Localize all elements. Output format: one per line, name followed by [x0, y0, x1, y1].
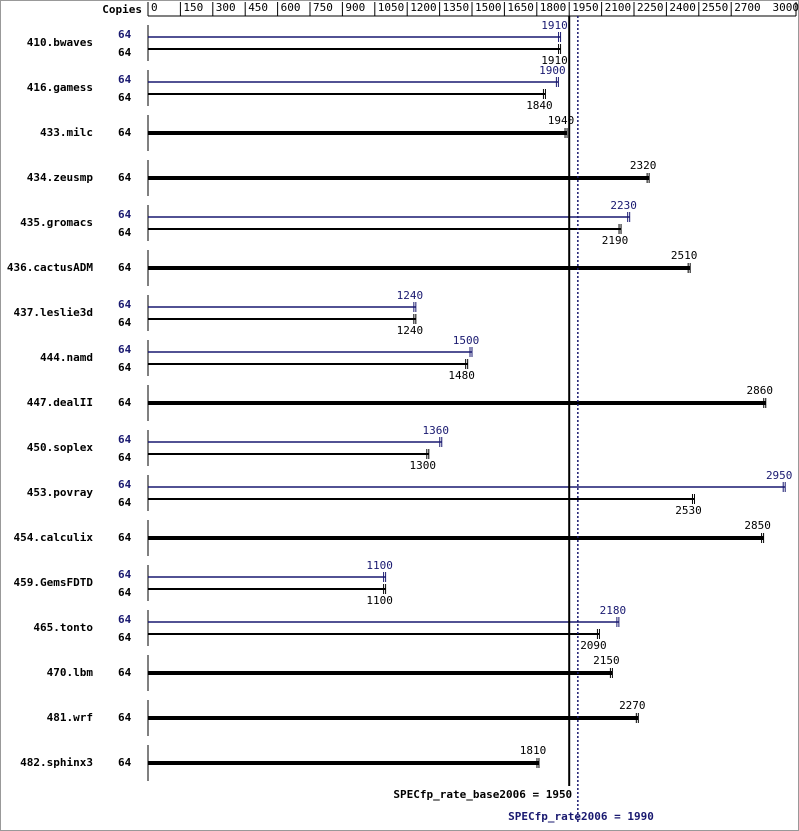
benchmark-name: 459.GemsFDTD — [14, 576, 94, 589]
value-label: 1480 — [448, 369, 475, 382]
value-label: 1910 — [541, 54, 568, 67]
x-tick-label: 750 — [313, 1, 333, 14]
value-label: 2850 — [744, 519, 771, 532]
benchmark-name: 434.zeusmp — [27, 171, 94, 184]
value-label: 1840 — [526, 99, 553, 112]
copies: 64 — [118, 91, 132, 104]
value-label: 2270 — [619, 699, 646, 712]
copies: 64 — [118, 46, 132, 59]
value-label: 1910 — [541, 19, 568, 32]
copies: 64 — [118, 568, 132, 581]
benchmark-name: 481.wrf — [47, 711, 93, 724]
copies: 64 — [118, 208, 132, 221]
copies: 64 — [118, 613, 132, 626]
value-label: 1940 — [548, 114, 575, 127]
x-tick-label: 1350 — [443, 1, 470, 14]
x-tick-label: 2400 — [669, 1, 696, 14]
benchmark-name: 444.namd — [40, 351, 93, 364]
copies: 64 — [118, 496, 132, 509]
copies: 64 — [118, 261, 132, 274]
x-tick-label: 0 — [151, 1, 158, 14]
x-tick-label: 450 — [248, 1, 268, 14]
value-label: 2180 — [600, 604, 627, 617]
value-label: 1100 — [366, 594, 393, 607]
benchmark-name: 416.gamess — [27, 81, 93, 94]
copies: 64 — [118, 126, 132, 139]
value-label: 2190 — [602, 234, 629, 247]
value-label: 2150 — [593, 654, 620, 667]
value-label: 1900 — [539, 64, 566, 77]
value-label: 2090 — [580, 639, 607, 652]
x-tick-label: 2550 — [702, 1, 729, 14]
copies: 64 — [118, 433, 132, 446]
copies-header: Copies — [102, 3, 142, 16]
value-label: 2860 — [747, 384, 774, 397]
copies: 64 — [118, 343, 132, 356]
x-tick-label: 2700 — [734, 1, 761, 14]
benchmark-name: 470.lbm — [47, 666, 94, 679]
value-label: 2950 — [766, 469, 793, 482]
copies: 64 — [118, 756, 132, 769]
x-tick-label: 1050 — [378, 1, 405, 14]
value-label: 1300 — [410, 459, 437, 472]
x-tick-label: 1200 — [410, 1, 437, 14]
benchmark-name: 465.tonto — [33, 621, 93, 634]
value-label: 2530 — [675, 504, 702, 517]
copies: 64 — [118, 631, 132, 644]
benchmark-name: 436.cactusADM — [7, 261, 93, 274]
x-tick-label: 2100 — [605, 1, 632, 14]
copies: 64 — [118, 478, 132, 491]
reference-label: SPECfp_rate2006 = 1990 — [508, 810, 654, 823]
benchmark-name: 433.milc — [40, 126, 93, 139]
benchmark-name: 437.leslie3d — [14, 306, 93, 319]
copies: 64 — [118, 396, 132, 409]
x-tick-label: 150 — [183, 1, 203, 14]
x-tick-label: 3000 — [773, 1, 799, 14]
value-label: 1240 — [397, 324, 424, 337]
value-label: 1240 — [397, 289, 424, 302]
copies: 64 — [118, 226, 132, 239]
value-label: 2510 — [671, 249, 698, 262]
x-tick-label: 1800 — [540, 1, 567, 14]
reference-label: SPECfp_rate_base2006 = 1950 — [393, 788, 572, 801]
copies: 64 — [118, 666, 132, 679]
copies: 64 — [118, 361, 132, 374]
value-label: 1360 — [423, 424, 450, 437]
copies: 64 — [118, 73, 132, 86]
benchmark-name: 453.povray — [27, 486, 94, 499]
benchmark-name: 482.sphinx3 — [20, 756, 93, 769]
x-tick-label: 1950 — [572, 1, 599, 14]
x-tick-label: 300 — [216, 1, 236, 14]
copies: 64 — [118, 451, 132, 464]
benchmark-name: 435.gromacs — [20, 216, 93, 229]
copies: 64 — [118, 28, 132, 41]
value-label: 1810 — [520, 744, 547, 757]
value-label: 2230 — [610, 199, 637, 212]
copies: 64 — [118, 298, 132, 311]
copies: 64 — [118, 711, 132, 724]
value-label: 1500 — [453, 334, 480, 347]
x-tick-label: 1500 — [475, 1, 502, 14]
benchmark-name: 447.dealII — [27, 396, 93, 409]
copies: 64 — [118, 531, 132, 544]
value-label: 1100 — [366, 559, 393, 572]
benchmark-name: 450.soplex — [27, 441, 94, 454]
copies: 64 — [118, 316, 132, 329]
x-tick-label: 600 — [281, 1, 301, 14]
benchmark-name: 454.calculix — [14, 531, 94, 544]
copies: 64 — [118, 171, 132, 184]
copies: 64 — [118, 586, 132, 599]
value-label: 2320 — [630, 159, 657, 172]
x-tick-label: 2250 — [637, 1, 664, 14]
benchmark-name: 410.bwaves — [27, 36, 93, 49]
x-tick-label: 900 — [345, 1, 365, 14]
x-tick-label: 1650 — [507, 1, 534, 14]
